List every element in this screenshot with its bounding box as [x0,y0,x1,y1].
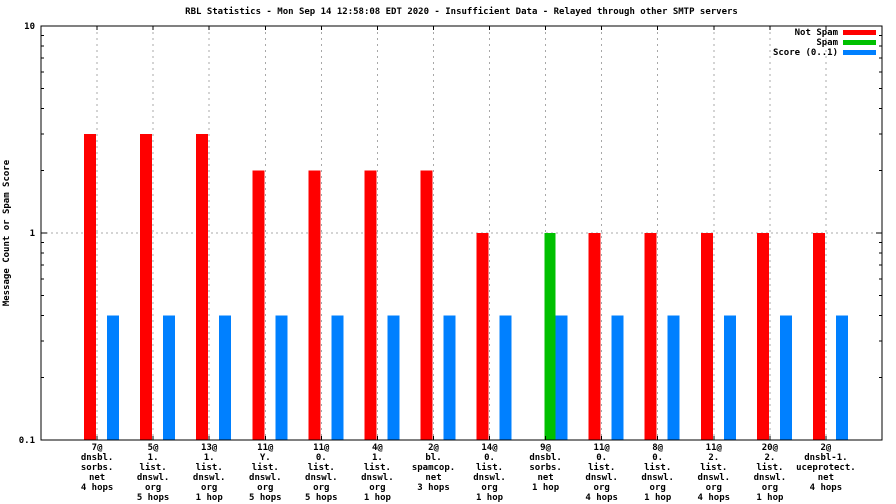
bar-score-0-1 [611,315,624,440]
legend-label: Spam [816,38,838,48]
bar-spam [544,233,556,440]
bar-score-0-1 [667,315,680,440]
y-tick-label: 10 [24,22,35,32]
bar-not-spam [476,233,489,440]
y-axis-label: Message Count or Spam Score [2,159,12,306]
bar-score-0-1 [107,315,120,440]
legend-label: Not Spam [795,28,839,38]
bar-not-spam [756,233,769,440]
bar-score-0-1 [835,315,848,440]
bar-not-spam [644,233,657,440]
chart-title: RBL Statistics - Mon Sep 14 12:58:08 EDT… [185,7,738,17]
bar-not-spam [420,170,433,440]
bar-not-spam [812,233,825,440]
bar-score-0-1 [219,315,232,440]
bar-score-0-1 [555,315,568,440]
y-tick-label: 0.1 [19,436,35,446]
bar-not-spam [140,134,153,440]
legend-swatch [843,30,876,35]
bar-not-spam [700,233,713,440]
y-tick-label: 1 [30,229,35,239]
legend-label: Score (0..1) [773,48,838,58]
bar-score-0-1 [275,315,288,440]
bar-score-0-1 [723,315,736,440]
bar-not-spam [196,134,209,440]
bar-not-spam [588,233,601,440]
bar-score-0-1 [331,315,344,440]
bar-score-0-1 [779,315,792,440]
bar-score-0-1 [499,315,512,440]
bar-not-spam [308,170,321,440]
bar-not-spam [364,170,377,440]
bar-score-0-1 [387,315,400,440]
legend-swatch [843,40,876,45]
bar-not-spam [84,134,97,440]
legend-swatch [843,50,876,55]
bar-score-0-1 [163,315,176,440]
bar-score-0-1 [443,315,456,440]
bar-not-spam [252,170,265,440]
